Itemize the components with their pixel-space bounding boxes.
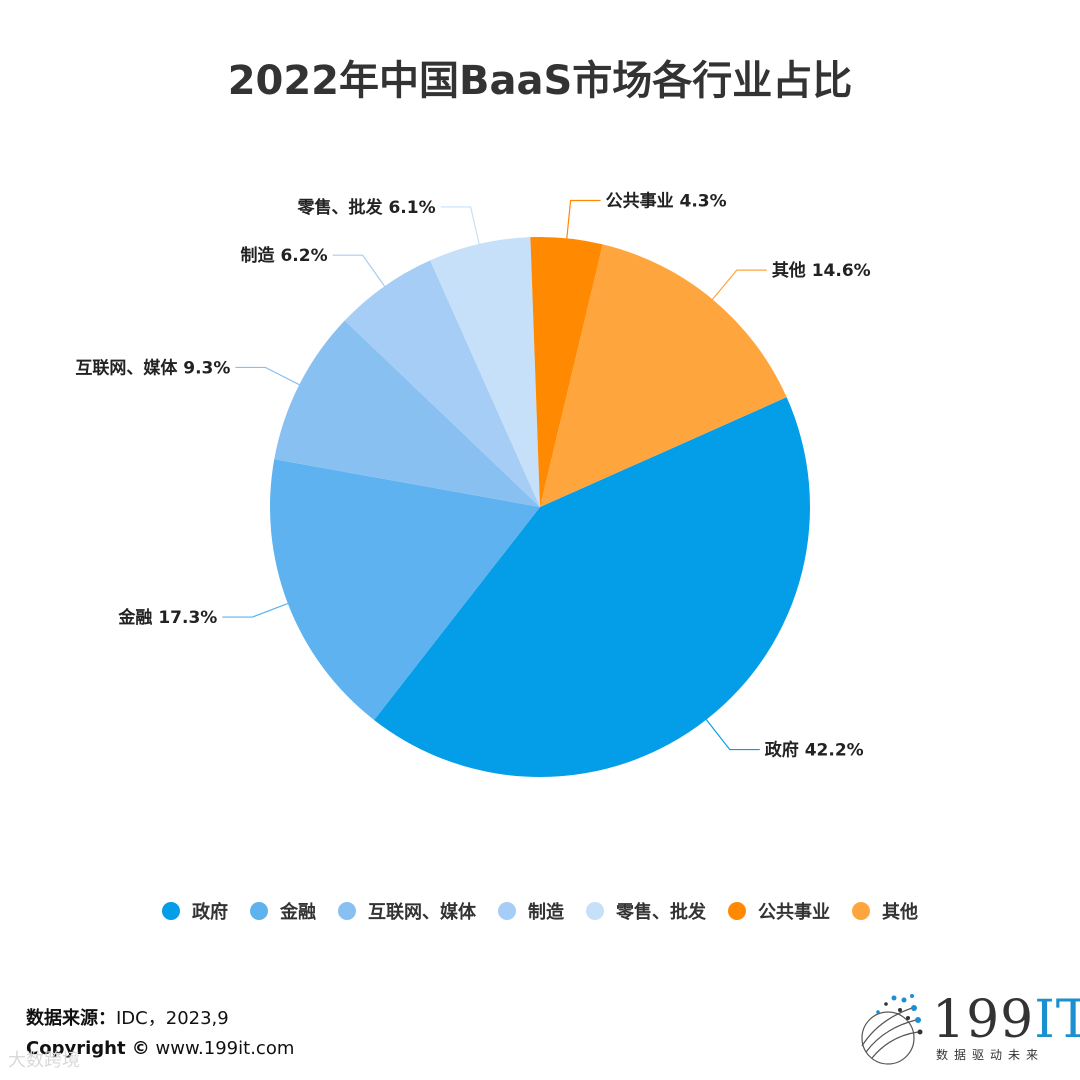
slice-label: 政府 42.2% bbox=[765, 740, 864, 761]
legend-swatch bbox=[338, 902, 356, 920]
logo-dots-icon bbox=[861, 994, 923, 1065]
source-value: IDC，2023,9 bbox=[116, 1008, 229, 1029]
pie-slice bbox=[274, 320, 540, 507]
source-line: 数据来源：IDC，2023,9 bbox=[26, 1004, 229, 1030]
leader-line bbox=[332, 254, 387, 289]
legend-item: 其他 bbox=[852, 898, 918, 924]
legend-swatch bbox=[852, 902, 870, 920]
legend-item: 公共事业 bbox=[728, 898, 830, 924]
legend-swatch bbox=[728, 902, 746, 920]
logo-199it: 199IT 数据驱动未来 bbox=[848, 990, 1080, 1070]
legend-swatch bbox=[250, 902, 268, 920]
copyright-line: Copyright © www.199it.com bbox=[26, 1038, 294, 1059]
pie-slice bbox=[344, 260, 540, 507]
pie-slice bbox=[269, 459, 540, 720]
pie-slice bbox=[540, 244, 787, 507]
slice-label: 公共事业 4.3% bbox=[606, 192, 727, 212]
copyright-value: www.199it.com bbox=[155, 1038, 295, 1059]
legend-swatch bbox=[498, 902, 516, 920]
leader-line bbox=[222, 602, 290, 618]
copyright-label: Copyright © bbox=[26, 1038, 150, 1059]
legend-item: 互联网、媒体 bbox=[338, 898, 476, 924]
legend-item: 政府 bbox=[162, 898, 228, 924]
leader-line bbox=[704, 717, 760, 751]
slice-label: 制造 6.2% bbox=[241, 245, 328, 266]
slice-label: 零售、批发 6.1% bbox=[297, 197, 436, 218]
legend-label: 政府 bbox=[192, 902, 228, 923]
legend-label: 互联网、媒体 bbox=[368, 902, 476, 923]
pie-slice bbox=[430, 237, 540, 507]
legend-swatch bbox=[162, 902, 180, 920]
chart-title: 2022年中国BaaS市场各行业占比 bbox=[228, 58, 853, 104]
legend-label: 其他 bbox=[882, 902, 918, 923]
legend-item: 零售、批发 bbox=[586, 898, 706, 924]
leader-line bbox=[440, 206, 481, 247]
leader-line bbox=[235, 366, 302, 387]
legend-label: 零售、批发 bbox=[616, 902, 706, 923]
pie-slice bbox=[530, 237, 603, 507]
legend-label: 制造 bbox=[528, 902, 564, 923]
slice-label: 其他 14.6% bbox=[772, 260, 871, 281]
slice-label: 金融 17.3% bbox=[117, 607, 217, 628]
logo-tagline: 数据驱动未来 bbox=[936, 1048, 1045, 1062]
source-label: 数据来源： bbox=[26, 1008, 116, 1029]
leader-line bbox=[710, 269, 767, 302]
legend-label: 金融 bbox=[280, 902, 316, 923]
watermark: 大数跨境 bbox=[8, 1050, 80, 1071]
legend-item: 制造 bbox=[498, 898, 564, 924]
pie-slice bbox=[374, 397, 810, 777]
legend: 政府 金融 互联网、媒体 制造 零售、批发 公共事业 其他 bbox=[0, 898, 1080, 924]
leader-line bbox=[566, 199, 601, 241]
legend-item: 金融 bbox=[250, 898, 316, 924]
slice-label: 互联网、媒体 9.3% bbox=[75, 357, 230, 378]
legend-label: 公共事业 bbox=[758, 902, 830, 923]
logo-wordmark: 199IT bbox=[932, 990, 1080, 1050]
legend-swatch bbox=[586, 902, 604, 920]
